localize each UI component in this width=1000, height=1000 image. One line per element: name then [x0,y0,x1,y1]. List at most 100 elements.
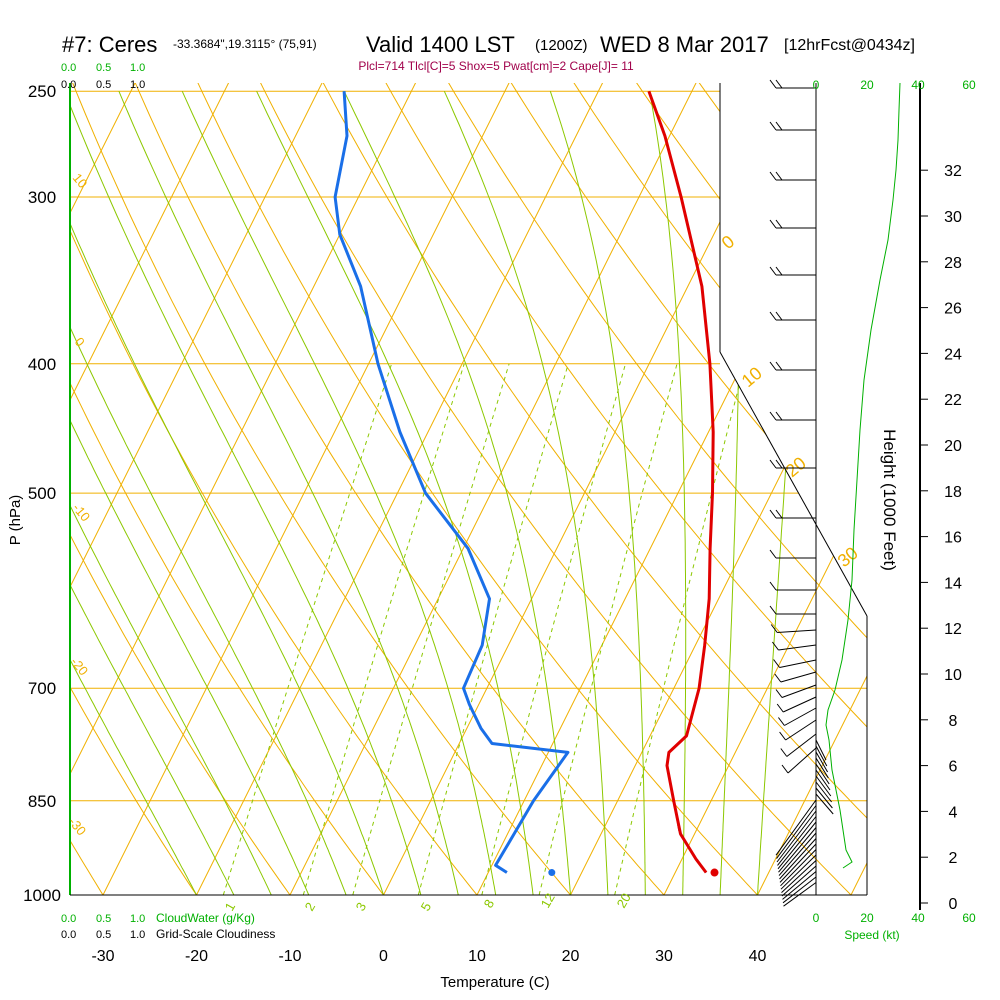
valid-time: Valid 1400 LST [366,32,515,57]
cloudiness-tick: 0.5 [96,79,111,91]
dry-adiabat [70,83,501,895]
wind-barb-feather [775,361,783,371]
mixing-ratio-line [481,363,626,895]
wind-barb-shaft [777,821,817,870]
wind-barb-feather [779,731,786,741]
cloudwater-tick: 0.0 [61,62,76,74]
mixing-ratio-line [417,363,569,895]
wind-barb-shaft [815,763,830,785]
height-tick-label: 26 [944,301,962,318]
isotherm-line [181,83,611,895]
surface-dewpoint-dot [548,869,556,877]
dry-adiabat [252,83,867,895]
mixing-ratio-label: 5 [418,900,435,914]
wind-barb-shaft [779,659,817,668]
height-tick-label: 20 [944,438,962,455]
wind-barb-feather [769,79,777,89]
valid-date: WED 8 Mar 2017 [600,32,769,57]
wind-barb-feather [780,748,788,757]
wind-barb-feather [775,219,783,229]
wind-barb-shaft [815,793,834,815]
pressure-tick-label: 700 [28,679,56,698]
speed-tick: 20 [860,911,874,925]
wind-barb-shaft [782,871,817,900]
background-lines [70,68,1000,924]
dry-adiabat [376,83,867,895]
wind-barb-feather [769,361,777,371]
dry-adiabat [70,83,596,895]
cloudiness-tick: 1.0 [130,79,145,91]
isotherm-line [70,83,237,895]
wind-barb-shaft [779,843,817,883]
wind-barb-feather [775,689,783,698]
wind-barb-shaft [787,747,817,774]
height-tick-label: 10 [944,667,962,684]
temperature-tick-label: -30 [91,948,114,965]
station-coords: -33.3684",19.3115° (75,91) [173,37,317,51]
pressure-tick-label: 500 [28,484,56,503]
temperature-tick-label: 20 [562,948,580,965]
dry-adiabat [190,83,785,895]
dry-adiabat [70,83,311,895]
dry-adiabat [70,83,406,895]
wind-barbs [769,79,834,907]
cloudwater-tick: 1.0 [130,913,145,925]
pressure-tick-label: 400 [28,355,56,374]
wind-barb-shaft [778,644,817,651]
wind-barb-feather [769,311,777,321]
moist-adiabat [649,91,687,895]
wind-barb-shaft [780,854,817,890]
cloudwater-label: CloudWater (g/Kg) [156,911,255,925]
height-tick-label: 0 [949,896,958,913]
wind-speed-profile [825,82,901,869]
isotherm-label: -10 [70,500,94,524]
speed-tick: 60 [962,911,976,925]
wind-barb-shaft [777,629,817,633]
height-tick-label: 18 [944,484,962,501]
wind-barb-shaft [779,838,817,880]
adiabat-label: 10 [738,363,766,391]
isotherm-line [930,68,1000,924]
speed-tick: 40 [911,911,925,925]
cloudiness-label: Grid-Scale Cloudiness [156,927,275,941]
speed-axis: 0 20 40 60 0 20 40 60 Speed (kt) [813,78,976,942]
adiabat-label: 30 [834,543,862,571]
wind-barb-shaft [815,769,831,791]
surface-markers [548,868,719,877]
height-tick-label: 12 [944,621,962,638]
speed-tick: 20 [860,78,874,92]
wind-barb-feather [775,459,783,469]
wind-barb-shaft [815,739,827,761]
moist-adiabat [70,91,422,895]
pressure-tick-label: 300 [28,188,56,207]
height-tick-label: 30 [944,209,962,226]
wind-barb-shaft [780,671,817,683]
height-tick-label: 32 [944,163,962,180]
wind-barb-feather [775,509,783,519]
wind-barb-feather [775,311,783,321]
parcel-path [672,800,707,873]
height-tick-label: 8 [949,713,958,730]
wind-barb-feather [769,411,777,421]
wind-barb-feather [769,266,777,276]
cloudiness-tick: 0.0 [61,929,76,941]
cloudwater-tick: 0.5 [96,62,111,74]
wind-barb-feather [774,673,782,683]
temperature-tick-label: 30 [655,948,673,965]
mixing-ratio-label: 2 [302,900,319,914]
y-axis-title: P (hPa) [7,495,24,546]
height-tick-label: 4 [949,804,958,821]
isotherm-label: -20 [68,654,92,678]
wind-barb-shaft [784,707,817,726]
isotherm-line [88,83,518,895]
isotherm-line [275,83,705,895]
wind-barb-feather [775,171,783,181]
temperature-tick-label: 0 [379,948,388,965]
dewpoint-profile [333,91,570,874]
isotherm-line [70,83,424,895]
wind-barb-shaft [815,787,833,809]
cloudwater-tick: 0.5 [96,913,111,925]
x-axis-title: Temperature (C) [440,974,549,991]
cloudiness-tick: 0.5 [96,929,111,941]
wind-barb-feather [775,121,783,131]
